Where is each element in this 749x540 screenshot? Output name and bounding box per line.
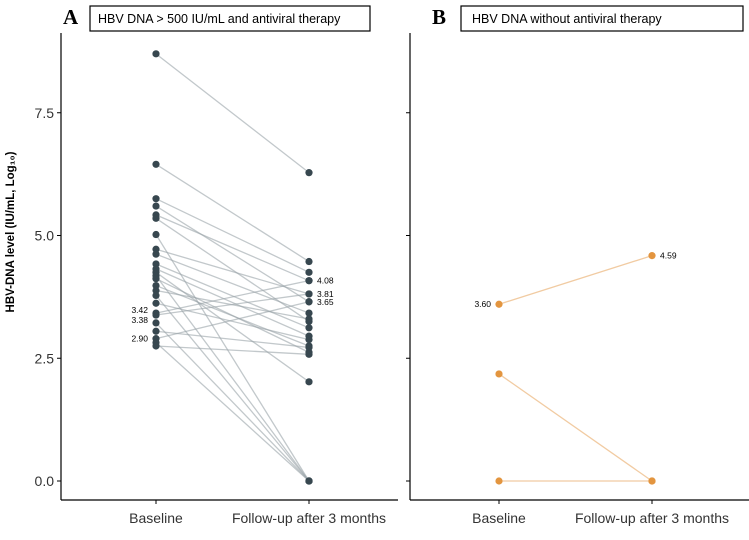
y-tick-label: 0.0 [35, 473, 55, 489]
pair-line [155, 217, 310, 322]
panel-a-xtick-followup: Follow-up after 3 months [232, 510, 386, 526]
panel-b-pair-lines [498, 255, 653, 482]
pair-line [155, 234, 310, 482]
pair-line [155, 302, 310, 341]
panel-b-title: HBV DNA without antiviral therapy [472, 12, 662, 26]
pair-line [155, 301, 310, 340]
y-tick-label: 2.5 [35, 350, 55, 366]
followup-point [305, 350, 313, 358]
panel-b-xtick-followup: Follow-up after 3 months [575, 510, 729, 526]
panel-a-data-labels: 3.423.38 2.90 4.08 3.813.65 [131, 276, 333, 344]
panel-b-title-box [460, 5, 744, 32]
followup-point [305, 298, 313, 306]
baseline-point [152, 342, 160, 350]
pair-line [155, 263, 310, 329]
pair-line [155, 342, 310, 482]
pair-line [155, 345, 310, 355]
panel-a-xtick-baseline: Baseline [129, 510, 183, 526]
baseline-point [152, 202, 160, 210]
panel-b-letter: B [432, 5, 446, 29]
followup-point [305, 169, 313, 177]
pair-line [498, 373, 653, 482]
baseline-point [152, 230, 160, 239]
pair-line [155, 294, 310, 482]
baseline-point [152, 327, 160, 335]
panel-a-title-box [89, 5, 371, 32]
followup-point [305, 290, 313, 298]
pair-line [155, 198, 310, 273]
pair-line [155, 268, 310, 337]
baseline-point [152, 275, 160, 283]
followup-point [305, 315, 313, 323]
data-label: 4.08 [317, 276, 334, 286]
followup-point [305, 335, 313, 344]
baseline-point [152, 195, 160, 203]
baseline-point [495, 300, 503, 308]
baseline-point [152, 319, 160, 327]
followup-point [648, 477, 656, 485]
baseline-point [152, 50, 160, 58]
panel-a-points [152, 50, 313, 485]
baseline-point [152, 299, 160, 307]
pair-line [155, 214, 310, 282]
y-ticks: 0.0 2.5 5.0 7.5 [35, 105, 653, 504]
pair-line [498, 255, 653, 305]
baseline-point [152, 160, 160, 168]
followup-point [305, 277, 313, 285]
pair-line [155, 271, 310, 383]
data-label: 4.59 [660, 251, 677, 261]
panel-b-points [495, 252, 656, 485]
panel-a-title: HBV DNA > 500 IU/mL and antiviral therap… [98, 12, 341, 26]
data-label: 3.65 [317, 297, 334, 307]
followup-point [305, 343, 313, 352]
followup-point [305, 324, 313, 332]
panel-a-pair-lines [155, 53, 310, 482]
baseline-point [152, 214, 160, 222]
baseline-point [152, 311, 160, 319]
baseline-point [495, 477, 503, 485]
baseline-point [495, 370, 503, 378]
pair-line [155, 293, 310, 316]
pair-line [155, 253, 310, 314]
y-tick-label: 7.5 [35, 105, 55, 121]
pair-line [155, 163, 310, 263]
panel-b-xtick-baseline: Baseline [472, 510, 526, 526]
panel-b-data-labels: 3.60 4.59 [474, 251, 676, 310]
pair-line [155, 322, 310, 482]
pair-line [155, 330, 310, 349]
followup-point [305, 268, 313, 276]
data-label: 2.90 [131, 334, 148, 344]
data-label: 3.60 [474, 299, 491, 309]
followup-point [305, 309, 313, 317]
followup-point [305, 257, 313, 266]
y-tick-label: 5.0 [35, 228, 55, 244]
pair-line [155, 53, 310, 174]
pair-line [155, 280, 310, 314]
followup-point [648, 252, 656, 260]
followup-point [305, 477, 313, 485]
baseline-point [152, 250, 160, 258]
panel-a-letter: A [63, 5, 79, 29]
data-label: 3.38 [131, 315, 148, 325]
data-label: 3.42 [131, 305, 148, 315]
baseline-point [152, 291, 160, 300]
followup-point [305, 378, 313, 386]
y-axis-label: HBV-DNA level (IU/mL, Log₁₀) [5, 151, 17, 312]
data-label: 3.81 [317, 289, 334, 299]
